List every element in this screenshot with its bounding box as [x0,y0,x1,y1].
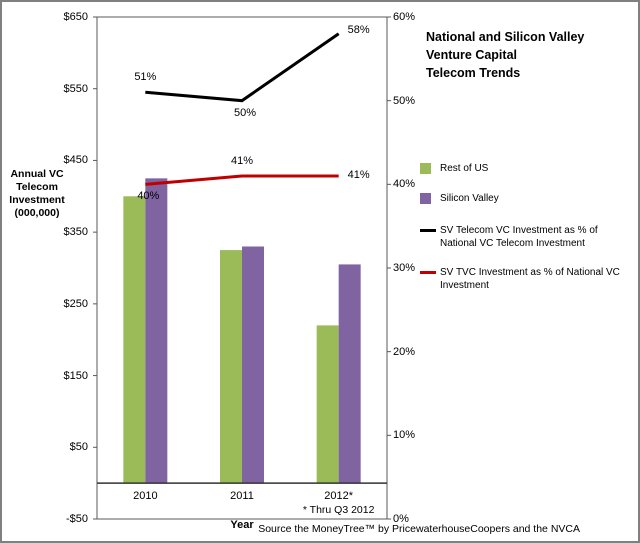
legend-label-sv-telecom-pct: SV Telecom VC Investment as % of Nationa… [440,225,598,249]
left-axis-tick-label: $450 [63,154,88,167]
chart-title-line: Telecom Trends [426,66,521,80]
x-axis-title: Year [230,519,254,531]
source-note: Source the MoneyTree™ by Pricewaterhouse… [258,523,580,535]
legend-swatch-rest-of-us [420,163,431,174]
chart-title: National and Silicon Valley Venture Capi… [426,28,622,82]
left-axis-tick-label: -$50 [65,513,88,525]
data-label: 40% [137,190,160,203]
right-axis-tick-label: 50% [393,94,416,107]
chart-title-line: Venture Capital [426,48,517,62]
legend-swatch-silicon-valley [420,193,431,204]
right-axis-tick-label: 30% [393,262,416,274]
left-axis-tick-label: $550 [63,82,88,95]
data-label: 51% [134,71,157,84]
right-axis-tick-label: 10% [393,429,416,442]
left-axis-title-line: (000,000) [14,207,60,219]
category-label: 2011 [230,490,254,503]
legend-swatch-red-line [420,271,436,274]
legend-label-silicon-valley: Silicon Valley [440,193,499,204]
category-label: 2012* [324,490,354,503]
left-axis-tick-label: $150 [63,369,88,382]
legend-label-sv-tvc-pct: SV TVC Investment as % of National VC In… [440,267,620,291]
data-label: 58% [347,23,370,36]
left-axis-tick-label: $250 [63,297,88,310]
data-label: 50% [233,106,257,119]
left-axis-title-line: Annual VC [10,168,64,180]
right-axis-tick-label: 60% [393,11,416,23]
left-axis-tick-label: $50 [69,441,88,454]
chart-title-line: National and Silicon Valley [426,30,585,44]
legend-swatch-black-line [420,229,436,232]
data-label: 41% [230,154,254,167]
data-label: 41% [347,168,370,181]
legend-label-rest-of-us: Rest of US [440,163,489,174]
left-axis-tick-label: $650 [63,11,88,23]
x-axis-note: * Thru Q3 2012 [302,504,375,516]
left-axis-title: Annual VC Telecom Investment (000,000) [6,168,68,220]
category-label: 2010 [133,490,158,503]
right-axis-tick-label: 40% [393,178,416,191]
right-axis-tick-label: 0% [393,513,409,525]
left-axis-tick-label: $350 [63,226,88,239]
right-axis-tick-label: 20% [393,345,416,358]
left-axis-title-line: Telecom [16,181,58,193]
left-axis-title-line: Investment [9,194,65,206]
